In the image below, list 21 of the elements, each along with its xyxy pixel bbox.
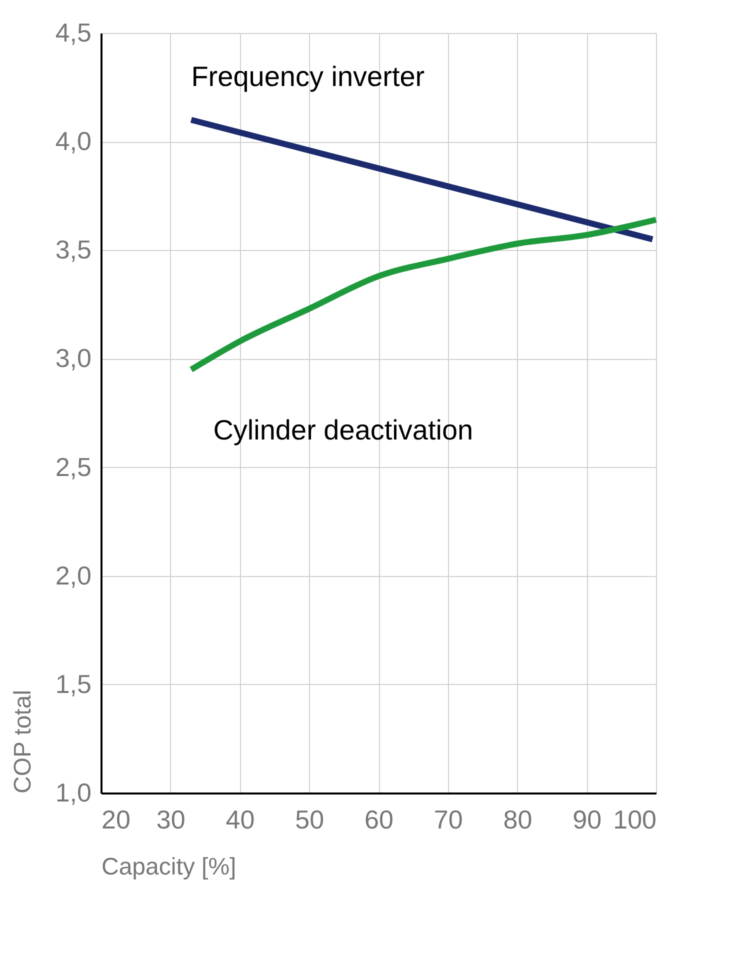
- x-tick-label: 60: [364, 804, 394, 834]
- y-tick-label: 1,5: [55, 668, 92, 699]
- x-tick-label: 40: [226, 804, 255, 834]
- x-tick-label: 80: [503, 804, 532, 834]
- y-tick-label: 2,0: [55, 560, 92, 590]
- x-tick-label: 90: [572, 804, 602, 834]
- y-tick-label: 3,0: [55, 343, 92, 374]
- x-tick-label: 50: [295, 804, 324, 834]
- x-tick-label: 70: [434, 804, 463, 834]
- series-label: Cylinder deactivation: [213, 414, 474, 446]
- x-axis-title: Capacity [%]: [102, 854, 236, 880]
- x-tick-label: 100: [613, 804, 656, 834]
- y-tick-label: 4,5: [55, 18, 92, 48]
- y-tick-label: 1,0: [55, 778, 92, 808]
- y-tick-label: 4,0: [55, 126, 92, 156]
- x-tick-label: 30: [156, 804, 186, 834]
- y-axis-title: COP total: [9, 690, 36, 794]
- y-tick-label: 3,5: [55, 234, 92, 265]
- y-tick-label: 2,5: [55, 452, 92, 482]
- series-label: Frequency inverter: [191, 60, 425, 92]
- x-tick-label: 20: [102, 804, 130, 834]
